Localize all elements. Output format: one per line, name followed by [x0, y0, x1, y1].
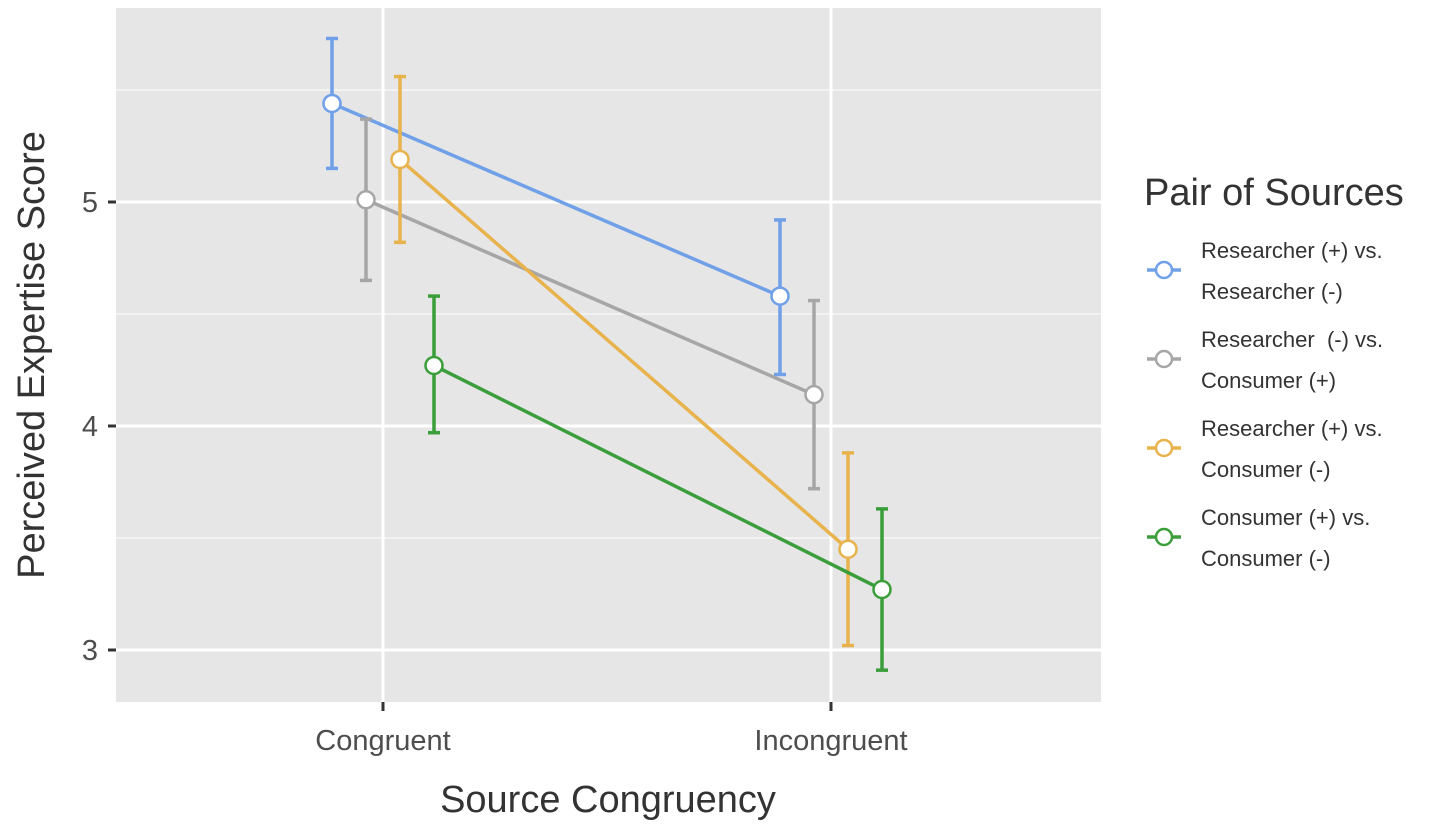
data-point: [872, 579, 892, 600]
legend-label: Consumer (+): [1201, 368, 1336, 393]
legend-key-marker: [1154, 260, 1174, 280]
y-tick-label: 4: [82, 411, 98, 443]
data-point: [322, 93, 342, 114]
series-line: [365, 198, 815, 397]
legend-label: Consumer (+) vs.: [1201, 505, 1370, 530]
legend-key-marker: [1154, 527, 1174, 547]
legend-key-marker: [1154, 349, 1174, 369]
y-tick-label: 5: [82, 187, 98, 219]
y-axis-title: Perceived Expertise Score: [11, 131, 53, 579]
legend-label: Consumer (-): [1201, 546, 1331, 571]
y-tick-label: 3: [82, 635, 98, 667]
x-axis-title: Source Congruency: [440, 779, 776, 821]
data-point: [838, 539, 858, 559]
legend-key-marker: [1154, 438, 1174, 458]
legend-title: Pair of Sources: [1144, 172, 1404, 214]
data-point: [770, 286, 790, 306]
series-line: [331, 101, 781, 298]
legend: Pair of Sources Researcher (+) vs.Resear…: [1144, 172, 1404, 571]
data-point: [390, 149, 410, 170]
legend-label: Consumer (-): [1201, 457, 1331, 482]
legend-label: Researcher (+) vs.: [1201, 238, 1383, 263]
legend-label: Researcher (-): [1201, 279, 1343, 304]
data-point: [804, 384, 824, 405]
x-tick-label: Incongruent: [754, 725, 907, 757]
plot-panel: [116, 8, 1101, 702]
x-tick-label: Congruent: [315, 725, 450, 757]
axes: 3 4 5 Congruent Incongruent: [82, 187, 908, 757]
legend-label: Researcher (-) vs.: [1201, 327, 1383, 352]
legend-items: Researcher (+) vs. Researcher (-) Research…: [1147, 238, 1383, 571]
data-point: [424, 355, 444, 376]
data-point: [356, 190, 376, 210]
series-line: [398, 158, 850, 551]
series-lines: [322, 36, 892, 672]
legend-label: Researcher (+) vs.: [1201, 416, 1383, 441]
series-line: [433, 363, 883, 592]
